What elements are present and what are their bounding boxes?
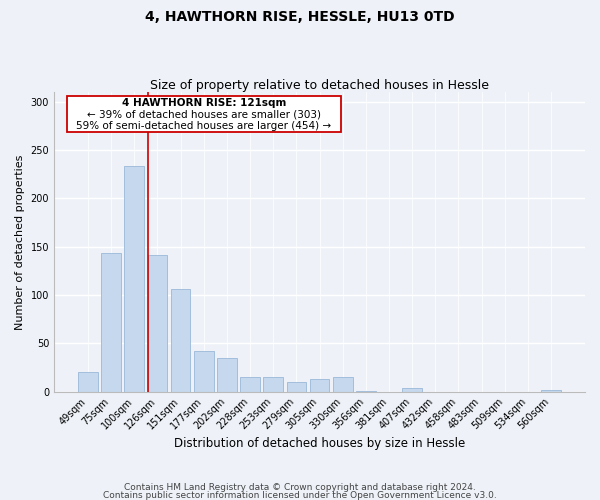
Bar bbox=[240, 377, 260, 392]
Bar bbox=[263, 377, 283, 392]
Text: ← 39% of detached houses are smaller (303): ← 39% of detached houses are smaller (30… bbox=[87, 110, 321, 120]
Bar bbox=[333, 377, 353, 392]
FancyBboxPatch shape bbox=[67, 96, 341, 132]
Bar bbox=[171, 289, 190, 392]
Text: Contains public sector information licensed under the Open Government Licence v3: Contains public sector information licen… bbox=[103, 492, 497, 500]
Text: 4 HAWTHORN RISE: 121sqm: 4 HAWTHORN RISE: 121sqm bbox=[122, 98, 286, 108]
Bar bbox=[541, 390, 561, 392]
Bar bbox=[287, 382, 306, 392]
X-axis label: Distribution of detached houses by size in Hessle: Distribution of detached houses by size … bbox=[174, 437, 465, 450]
Bar bbox=[310, 379, 329, 392]
Text: 59% of semi-detached houses are larger (454) →: 59% of semi-detached houses are larger (… bbox=[76, 121, 332, 131]
Text: Contains HM Land Registry data © Crown copyright and database right 2024.: Contains HM Land Registry data © Crown c… bbox=[124, 483, 476, 492]
Text: 4, HAWTHORN RISE, HESSLE, HU13 0TD: 4, HAWTHORN RISE, HESSLE, HU13 0TD bbox=[145, 10, 455, 24]
Bar bbox=[194, 351, 214, 392]
Bar bbox=[78, 372, 98, 392]
Bar bbox=[356, 390, 376, 392]
Bar bbox=[124, 166, 144, 392]
Bar bbox=[217, 358, 237, 392]
Bar bbox=[101, 254, 121, 392]
Bar bbox=[402, 388, 422, 392]
Y-axis label: Number of detached properties: Number of detached properties bbox=[15, 154, 25, 330]
Bar bbox=[148, 256, 167, 392]
Title: Size of property relative to detached houses in Hessle: Size of property relative to detached ho… bbox=[150, 79, 489, 92]
